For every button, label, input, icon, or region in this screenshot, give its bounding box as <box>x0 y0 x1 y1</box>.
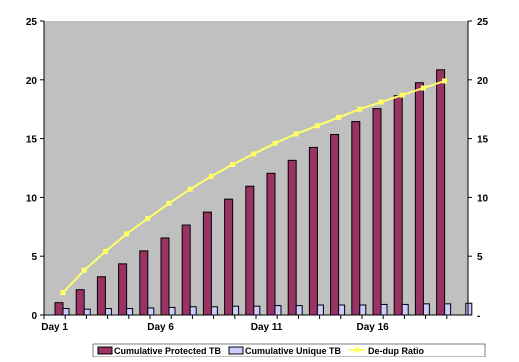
bar-protected <box>414 82 424 316</box>
dedup-ratio-marker <box>124 231 130 237</box>
dedup-ratio-marker <box>208 173 214 179</box>
bar-protected <box>308 146 318 316</box>
bar-protected <box>266 172 276 316</box>
bar-unique <box>380 303 388 316</box>
bar-unique <box>189 306 197 316</box>
bar-protected <box>202 211 212 316</box>
bar-unique <box>126 308 134 316</box>
bar-unique <box>295 305 303 316</box>
bar-protected <box>245 185 255 316</box>
bar-unique <box>444 303 452 316</box>
dedup-ratio-marker <box>399 92 405 98</box>
y-ticks-right: - 5 10 15 20 25 <box>468 17 489 322</box>
bar-unique <box>274 305 282 316</box>
dedup-ratio-marker <box>230 161 236 167</box>
bar-protected <box>54 302 64 316</box>
dedup-ratio-marker <box>81 267 87 273</box>
bar-unique <box>83 308 91 316</box>
bar-unique <box>232 305 240 316</box>
bar-protected <box>118 263 128 316</box>
legend-swatch-dedup-marker <box>354 347 360 353</box>
bar-protected <box>181 224 191 316</box>
y-tick-label-left: 10 <box>26 193 38 204</box>
bar-protected <box>351 121 361 316</box>
dedup-ratio-marker <box>357 106 363 112</box>
dedup-ratio-marker <box>293 131 299 137</box>
y-tick-label-right: 10 <box>477 193 489 204</box>
legend-swatch-protected <box>97 346 113 355</box>
y-tick-label-left: 25 <box>26 17 38 28</box>
bar-unique <box>422 303 430 316</box>
dedup-ratio-marker <box>442 78 448 84</box>
bar-unique <box>316 304 324 316</box>
dedup-ratio-marker <box>378 99 384 105</box>
x-tick-label: Day 1 <box>41 322 68 333</box>
y-tick-label-right: 20 <box>477 76 489 87</box>
bar-protected <box>436 69 446 316</box>
y-tick-label-right: 5 <box>477 252 483 263</box>
bar-protected <box>139 250 149 316</box>
bar-unique <box>168 306 176 316</box>
bar-protected <box>96 276 106 316</box>
dedup-ratio-marker <box>145 216 151 222</box>
dedup-ratio-marker <box>166 200 172 206</box>
dedup-ratio-marker <box>251 151 257 157</box>
bar-protected <box>393 95 403 316</box>
legend-label-unique: Cumulative Unique TB <box>245 346 342 356</box>
x-tick-label: Day 16 <box>356 322 389 333</box>
bar-protected <box>330 133 340 316</box>
legend: Cumulative Protected TB Cumulative Uniqu… <box>92 343 486 358</box>
dedup-ratio-marker <box>102 248 108 254</box>
legend-item-dedup: De-dup Ratio <box>349 346 424 356</box>
x-tick-label: Day 6 <box>147 322 174 333</box>
legend-item-unique: Cumulative Unique TB <box>228 346 342 356</box>
y-tick-label-right: 25 <box>477 17 489 28</box>
bar-unique <box>401 303 409 316</box>
bar-protected <box>372 108 382 316</box>
legend-label-protected: Cumulative Protected TB <box>114 346 222 356</box>
dedup-ratio-marker <box>420 85 426 91</box>
dedup-ratio-marker <box>272 140 278 146</box>
dedup-ratio-marker <box>187 186 193 192</box>
bar-protected <box>160 237 170 316</box>
line-layer <box>60 78 448 296</box>
plot-area <box>44 21 468 315</box>
bar-unique <box>104 308 112 316</box>
y-tick-label-left: 20 <box>26 76 38 87</box>
x-tick-label: Day 11 <box>251 322 283 333</box>
x-ticks: Day 1 Day 6 Day 11 Day 16 <box>41 315 448 333</box>
legend-item-protected: Cumulative Protected TB <box>97 346 222 356</box>
y-tick-label-right: - <box>477 311 480 322</box>
bar-unique <box>338 304 346 316</box>
y-tick-label-left: 5 <box>31 252 37 263</box>
y-tick-label-left: 15 <box>26 135 38 146</box>
legend-label-dedup: De-dup Ratio <box>368 346 424 356</box>
bar-unique <box>210 306 218 316</box>
bars-layer <box>54 69 473 316</box>
y-ticks-left: 0 5 10 15 20 25 <box>26 17 44 322</box>
bar-protected <box>75 289 85 316</box>
bar-unique <box>359 304 367 316</box>
bar-protected <box>224 198 234 316</box>
dedup-ratio-marker <box>60 290 66 296</box>
bar-unique <box>147 307 155 316</box>
dedup-ratio-marker <box>336 114 342 120</box>
bar-unique <box>62 308 70 316</box>
bar-unique <box>465 302 473 316</box>
dedup-ratio-marker <box>314 123 320 129</box>
y-tick-label-right: 15 <box>477 135 489 146</box>
legend-swatch-unique <box>228 346 244 355</box>
y-tick-label-left: 0 <box>31 311 37 322</box>
bar-unique <box>253 305 261 316</box>
bar-protected <box>287 159 297 316</box>
